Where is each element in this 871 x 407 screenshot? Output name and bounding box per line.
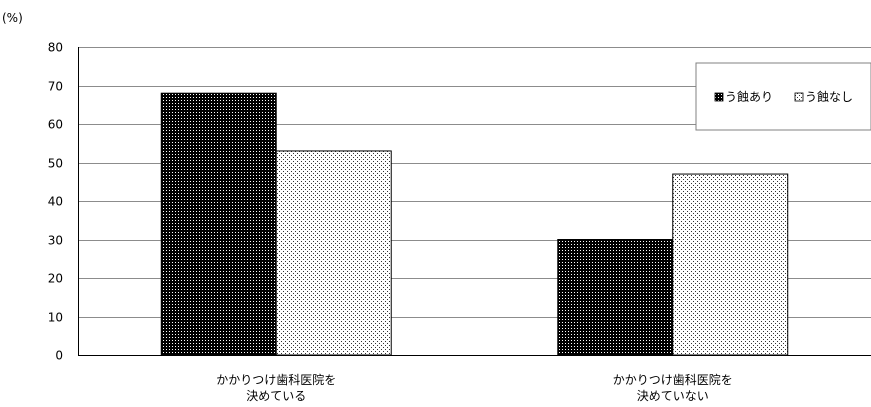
x-category-label: 決めていない xyxy=(637,389,709,403)
legend: う蝕あり う蝕なし xyxy=(695,62,871,131)
bars xyxy=(160,92,789,356)
bar-series-1-cat-1 xyxy=(160,92,277,356)
legend-box xyxy=(695,62,871,131)
y-axis-ticks: 0 10 20 30 40 50 60 70 80 xyxy=(48,41,63,363)
y-tick-label: 0 xyxy=(55,349,63,363)
axes xyxy=(78,47,871,356)
y-tick-label: 50 xyxy=(48,157,63,171)
y-tick-label: 20 xyxy=(48,272,63,286)
legend-swatch-series-2 xyxy=(794,92,804,102)
legend-label-series-1: う蝕あり xyxy=(725,89,773,104)
y-tick-label: 70 xyxy=(48,80,63,94)
bar-series-2-cat-2 xyxy=(672,173,789,356)
y-tick-label: 80 xyxy=(48,41,63,55)
y-tick-label: 10 xyxy=(48,311,63,325)
x-category-label: かかりつけ歯科医院を xyxy=(216,373,336,387)
legend-label-series-2: う蝕なし xyxy=(805,89,853,104)
x-category-label: 決めている xyxy=(246,389,306,403)
y-tick-label: 40 xyxy=(48,195,63,209)
x-category-label: かかりつけ歯科医院を xyxy=(613,373,733,387)
y-unit-label: (%) xyxy=(2,11,23,25)
bar-series-1-cat-2 xyxy=(557,239,674,356)
y-tick-label: 60 xyxy=(48,118,63,132)
y-tick-label: 30 xyxy=(48,234,63,248)
bar-series-2-cat-1 xyxy=(275,150,392,356)
legend-swatch-series-1 xyxy=(714,92,724,102)
